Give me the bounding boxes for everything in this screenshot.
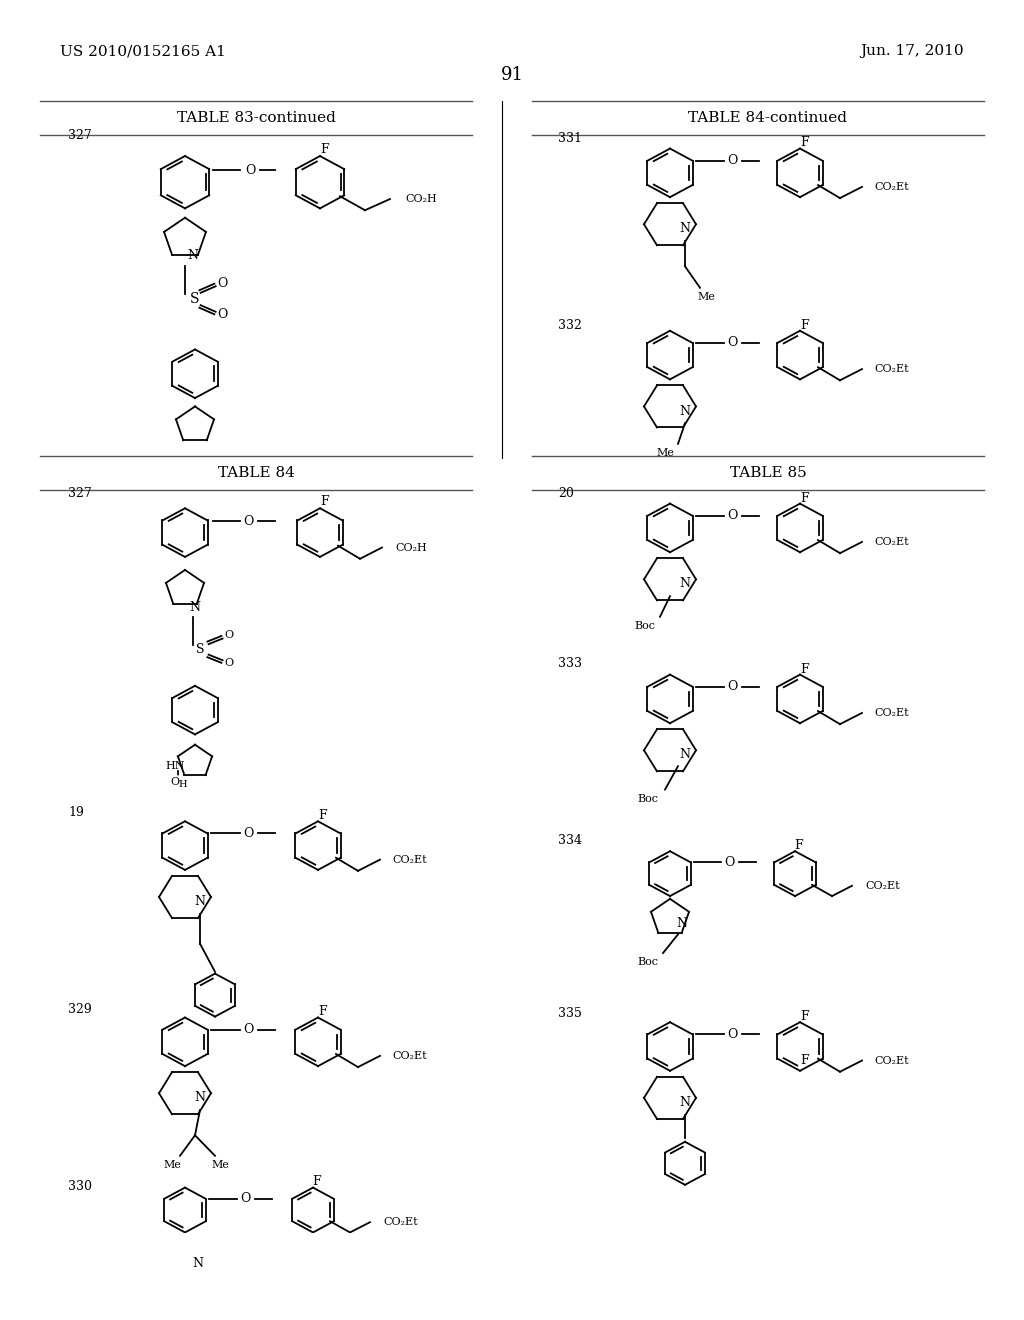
Text: N: N bbox=[193, 1257, 204, 1270]
Text: S: S bbox=[190, 292, 200, 306]
Text: O: O bbox=[217, 309, 227, 321]
Text: O: O bbox=[727, 510, 737, 523]
Text: 331: 331 bbox=[558, 132, 582, 145]
Text: CO₂Et: CO₂Et bbox=[865, 880, 900, 891]
Text: N: N bbox=[680, 405, 690, 417]
Text: S: S bbox=[196, 643, 204, 656]
Text: Me: Me bbox=[656, 449, 674, 458]
Text: CO₂Et: CO₂Et bbox=[392, 854, 427, 865]
Text: O: O bbox=[170, 777, 179, 787]
Text: Boc: Boc bbox=[635, 620, 655, 631]
Text: F: F bbox=[801, 1053, 809, 1067]
Text: 330: 330 bbox=[68, 1180, 92, 1193]
Text: F: F bbox=[801, 491, 809, 504]
Text: N: N bbox=[195, 1092, 206, 1105]
Text: TABLE 84: TABLE 84 bbox=[217, 466, 295, 479]
Text: TABLE 83-continued: TABLE 83-continued bbox=[176, 111, 336, 124]
Text: O: O bbox=[727, 1028, 737, 1041]
Text: F: F bbox=[801, 318, 809, 331]
Text: N: N bbox=[680, 577, 690, 590]
Text: F: F bbox=[318, 1006, 328, 1019]
Text: CO₂Et: CO₂Et bbox=[874, 537, 908, 546]
Text: N: N bbox=[680, 1096, 690, 1109]
Text: Me: Me bbox=[211, 1160, 229, 1170]
Text: 333: 333 bbox=[558, 657, 582, 671]
Text: N: N bbox=[680, 223, 690, 235]
Text: CO₂Et: CO₂Et bbox=[392, 1051, 427, 1061]
Text: CO₂Et: CO₂Et bbox=[874, 182, 908, 191]
Text: Me: Me bbox=[163, 1160, 181, 1170]
Text: O: O bbox=[224, 631, 233, 640]
Text: F: F bbox=[801, 136, 809, 149]
Text: F: F bbox=[318, 809, 328, 822]
Text: F: F bbox=[321, 495, 330, 508]
Text: O: O bbox=[243, 1023, 253, 1036]
Text: O: O bbox=[727, 337, 737, 350]
Text: 334: 334 bbox=[558, 834, 582, 847]
Text: 20: 20 bbox=[558, 487, 573, 500]
Text: N: N bbox=[189, 601, 201, 614]
Text: TABLE 84-continued: TABLE 84-continued bbox=[688, 111, 848, 124]
Text: O: O bbox=[243, 826, 253, 840]
Text: 19: 19 bbox=[68, 807, 84, 820]
Text: CO₂H: CO₂H bbox=[395, 543, 427, 553]
Text: CO₂Et: CO₂Et bbox=[874, 1056, 908, 1065]
Text: CO₂H: CO₂H bbox=[406, 194, 437, 205]
Text: O: O bbox=[240, 1192, 250, 1205]
Text: 91: 91 bbox=[501, 66, 523, 83]
Text: N: N bbox=[187, 248, 199, 261]
Text: Boc: Boc bbox=[638, 957, 658, 968]
Text: 327: 327 bbox=[68, 487, 92, 500]
Text: 332: 332 bbox=[558, 318, 582, 331]
Text: 329: 329 bbox=[68, 1003, 92, 1015]
Text: F: F bbox=[321, 143, 330, 156]
Text: CO₂Et: CO₂Et bbox=[874, 364, 908, 374]
Text: CO₂Et: CO₂Et bbox=[383, 1217, 418, 1228]
Text: F: F bbox=[801, 1010, 809, 1023]
Text: 327: 327 bbox=[68, 129, 92, 143]
Text: Me: Me bbox=[697, 292, 715, 302]
Text: TABLE 85: TABLE 85 bbox=[730, 466, 806, 479]
Text: F: F bbox=[312, 1176, 322, 1188]
Text: N: N bbox=[195, 895, 206, 908]
Text: Jun. 17, 2010: Jun. 17, 2010 bbox=[860, 45, 964, 58]
Text: HN: HN bbox=[165, 762, 184, 771]
Text: N: N bbox=[677, 916, 687, 929]
Text: F: F bbox=[801, 663, 809, 676]
Text: US 2010/0152165 A1: US 2010/0152165 A1 bbox=[60, 45, 226, 58]
Text: CO₂Et: CO₂Et bbox=[874, 708, 908, 718]
Text: O: O bbox=[727, 154, 737, 168]
Text: O: O bbox=[727, 680, 737, 693]
Text: Boc: Boc bbox=[638, 793, 658, 804]
Text: F: F bbox=[795, 840, 803, 853]
Text: H: H bbox=[178, 780, 187, 789]
Text: O: O bbox=[724, 855, 734, 869]
Text: O: O bbox=[224, 659, 233, 668]
Text: 335: 335 bbox=[558, 1007, 582, 1020]
Text: N: N bbox=[680, 748, 690, 762]
Text: O: O bbox=[243, 515, 253, 528]
Text: O: O bbox=[245, 164, 255, 177]
Text: O: O bbox=[217, 277, 227, 289]
